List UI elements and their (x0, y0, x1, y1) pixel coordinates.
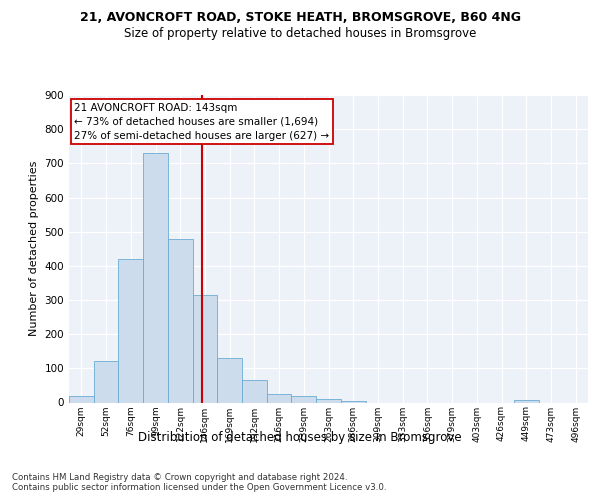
Bar (242, 380, 267, 402)
Text: 21, AVONCROFT ROAD, STOKE HEATH, BROMSGROVE, B60 4NG: 21, AVONCROFT ROAD, STOKE HEATH, BROMSGR… (79, 11, 521, 24)
Bar (267, 394, 292, 402)
Bar (94, 361, 118, 403)
Bar (118, 259, 143, 402)
Bar (168, 238, 193, 402)
Bar (193, 295, 217, 403)
Bar (143, 153, 168, 402)
Bar (217, 358, 242, 403)
Bar (514, 400, 539, 402)
Text: Contains HM Land Registry data © Crown copyright and database right 2024.
Contai: Contains HM Land Registry data © Crown c… (12, 472, 386, 492)
Bar (69, 396, 94, 402)
Bar (316, 399, 341, 402)
Text: Distribution of detached houses by size in Bromsgrove: Distribution of detached houses by size … (138, 431, 462, 444)
Text: Size of property relative to detached houses in Bromsgrove: Size of property relative to detached ho… (124, 28, 476, 40)
Y-axis label: Number of detached properties: Number of detached properties (29, 161, 39, 336)
Bar (341, 401, 365, 402)
Bar (292, 396, 316, 402)
Text: 21 AVONCROFT ROAD: 143sqm
← 73% of detached houses are smaller (1,694)
27% of se: 21 AVONCROFT ROAD: 143sqm ← 73% of detac… (74, 102, 329, 141)
